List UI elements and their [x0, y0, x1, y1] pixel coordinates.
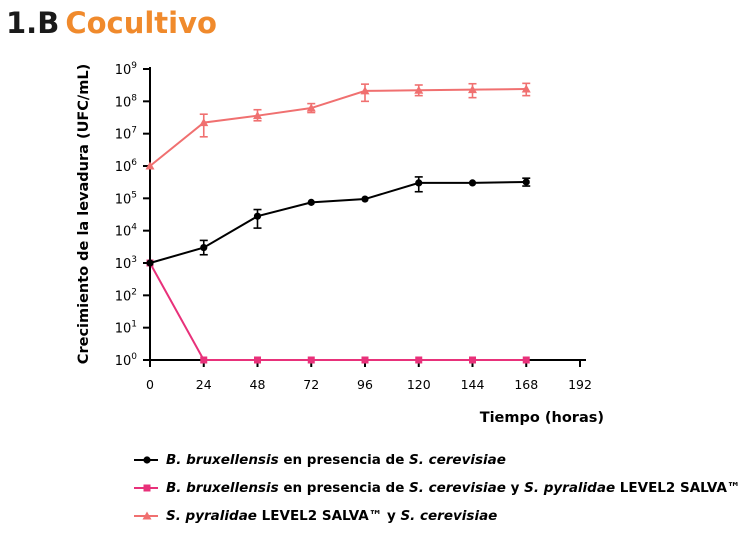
- legend-marker: [142, 511, 152, 520]
- data-point-black: [200, 243, 208, 252]
- data-point-magenta: [307, 356, 315, 364]
- y-tick-label: 101: [115, 320, 137, 337]
- data-point-salmon: [521, 84, 531, 93]
- data-point-black: [468, 179, 477, 187]
- series-line-salmon: [149, 88, 527, 167]
- legend-label: B. bruxellensis en presencia de S. cerev…: [166, 480, 741, 496]
- data-point-magenta: [522, 356, 530, 364]
- data-point-magenta: [469, 356, 476, 364]
- y-tick-label: 108: [115, 93, 138, 110]
- series-line-magenta: [149, 262, 527, 361]
- data-point-salmon: [199, 118, 209, 127]
- x-tick-label: 144: [461, 377, 485, 392]
- data-point-salmon: [414, 85, 424, 94]
- y-tick-label: 102: [115, 287, 137, 304]
- data-point-salmon: [360, 86, 370, 95]
- data-point-black: [415, 179, 423, 187]
- data-point-black: [522, 178, 530, 186]
- y-tick-label: 105: [115, 190, 137, 207]
- data-point-salmon: [468, 85, 477, 94]
- data-point-salmon: [253, 111, 262, 120]
- x-axis-label: Tiempo (horas): [480, 410, 604, 426]
- x-tick-label: 48: [250, 377, 266, 392]
- legend-item-salmon: S. pyralidae LEVEL2 SALVA™ y S. cerevisi…: [132, 502, 740, 530]
- legend-marker: [143, 456, 151, 464]
- x-tick-label: 192: [568, 377, 592, 392]
- figure-number: 1.B: [6, 6, 60, 40]
- figure-heading: 1.B Cocultivo: [6, 6, 217, 40]
- series-line-black: [149, 181, 527, 264]
- y-tick-label: 109: [115, 61, 138, 78]
- chart-legend: B. bruxellensis en presencia de S. cerev…: [132, 446, 740, 530]
- data-point-salmon: [306, 103, 316, 112]
- data-point-black: [361, 195, 369, 203]
- y-tick-label: 104: [115, 223, 138, 240]
- legend-marker: [143, 484, 151, 492]
- x-tick-label: 96: [357, 377, 373, 392]
- data-point-black: [146, 259, 154, 267]
- legend-swatch-salmon: [134, 511, 158, 520]
- y-tick-label: 106: [115, 158, 138, 175]
- x-tick-label: 120: [407, 377, 431, 392]
- data-point-black: [307, 198, 315, 206]
- data-point-magenta: [361, 356, 369, 364]
- y-tick-label: 103: [115, 255, 137, 272]
- x-tick-label: 72: [303, 377, 319, 392]
- legend-item-black: B. bruxellensis en presencia de S. cerev…: [132, 446, 740, 474]
- data-point-black: [253, 212, 262, 220]
- x-tick-label: 24: [196, 377, 212, 392]
- legend-label: S. pyralidae LEVEL2 SALVA™ y S. cerevisi…: [166, 508, 498, 524]
- data-point-magenta: [415, 356, 423, 364]
- x-tick-label: 168: [514, 377, 538, 392]
- y-tick-label: 100: [115, 352, 138, 369]
- legend-label: B. bruxellensis en presencia de S. cerev…: [166, 452, 506, 468]
- data-point-magenta: [200, 356, 208, 364]
- y-tick-label: 107: [115, 126, 137, 143]
- legend-item-magenta: B. bruxellensis en presencia de S. cerev…: [132, 474, 740, 502]
- figure-title: Cocultivo: [65, 6, 217, 40]
- data-point-salmon: [145, 161, 155, 170]
- legend-swatch-black: [134, 456, 158, 464]
- legend-swatch-magenta: [134, 484, 158, 492]
- y-axis-label: Crecimiento de la levadura (UFC/mL): [76, 64, 92, 364]
- x-tick-label: 0: [146, 377, 154, 392]
- data-point-magenta: [254, 356, 261, 364]
